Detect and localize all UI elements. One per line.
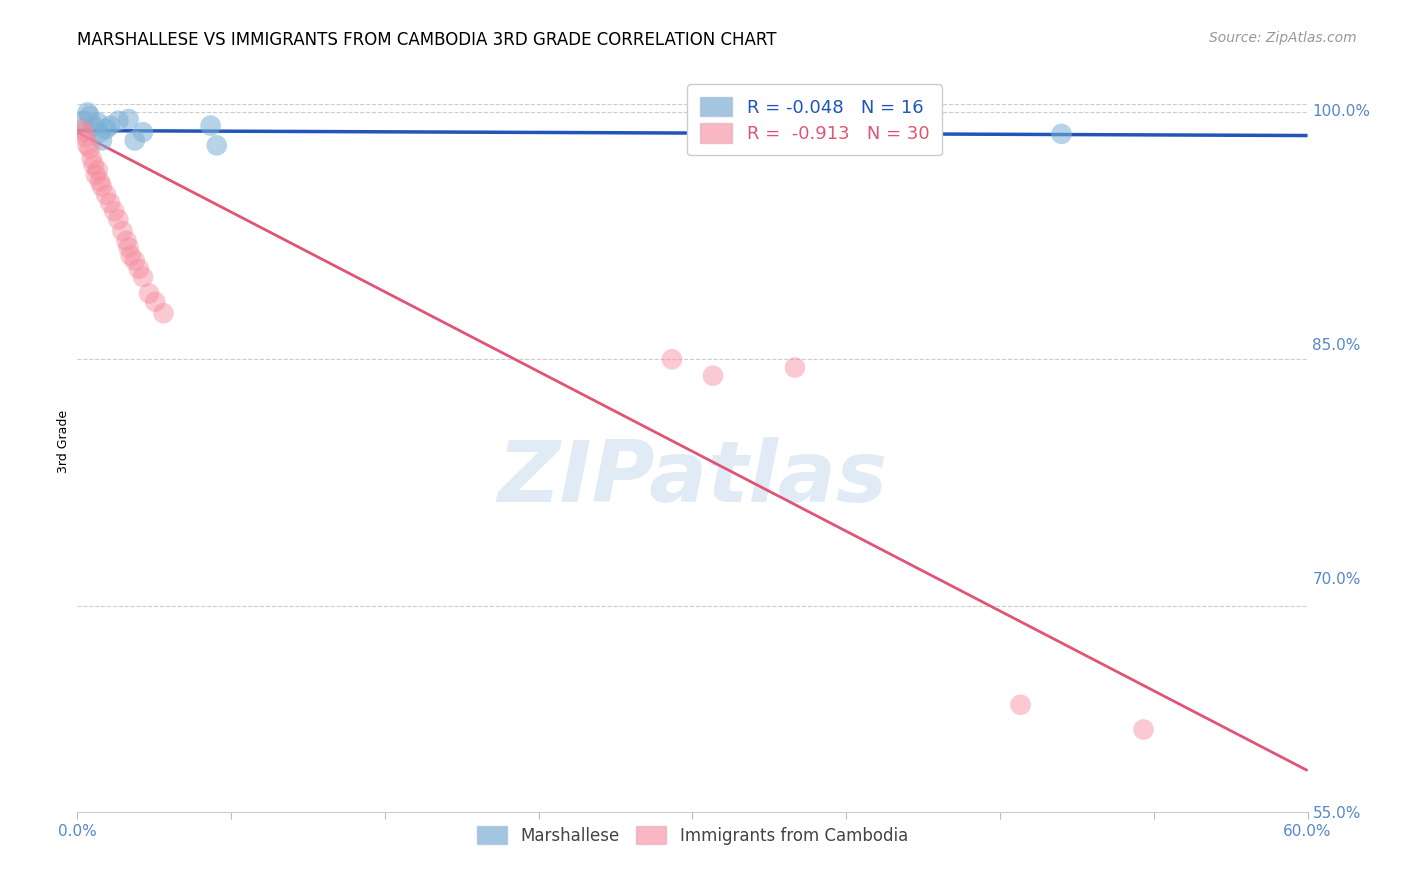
- Point: [94, 122, 117, 136]
- Point: [205, 138, 228, 153]
- Point: [84, 168, 107, 182]
- Y-axis label: 3rd Grade: 3rd Grade: [58, 410, 70, 473]
- Legend: Marshallese, Immigrants from Cambodia: Marshallese, Immigrants from Cambodia: [471, 820, 914, 852]
- Point: [115, 234, 138, 248]
- Point: [152, 306, 174, 320]
- Point: [143, 294, 166, 309]
- Point: [94, 187, 117, 202]
- Point: [89, 125, 111, 139]
- Point: [124, 253, 146, 268]
- Point: [80, 152, 103, 166]
- Point: [1010, 698, 1032, 712]
- Point: [83, 119, 105, 133]
- Point: [124, 133, 146, 147]
- Text: Source: ZipAtlas.com: Source: ZipAtlas.com: [1209, 31, 1357, 45]
- Text: MARSHALLESE VS IMMIGRANTS FROM CAMBODIA 3RD GRADE CORRELATION CHART: MARSHALLESE VS IMMIGRANTS FROM CAMBODIA …: [77, 31, 778, 49]
- Point: [117, 112, 139, 126]
- Point: [87, 115, 110, 129]
- Point: [83, 158, 105, 172]
- Point: [75, 130, 97, 145]
- Point: [783, 360, 806, 375]
- Point: [1050, 127, 1073, 141]
- Point: [98, 119, 121, 133]
- Point: [103, 204, 125, 219]
- Point: [79, 142, 101, 156]
- Point: [702, 368, 724, 383]
- Point: [76, 105, 98, 120]
- Point: [120, 249, 142, 263]
- Point: [79, 109, 101, 123]
- Point: [70, 122, 93, 136]
- Point: [72, 113, 94, 128]
- Point: [132, 270, 155, 285]
- Point: [111, 224, 134, 238]
- Point: [87, 163, 110, 178]
- Point: [132, 125, 155, 139]
- Point: [72, 125, 94, 139]
- Point: [76, 138, 98, 153]
- Point: [98, 196, 121, 211]
- Point: [661, 352, 683, 367]
- Point: [117, 240, 139, 254]
- Point: [90, 179, 114, 194]
- Point: [138, 286, 160, 301]
- Point: [1132, 723, 1154, 737]
- Point: [107, 212, 129, 227]
- Point: [107, 113, 129, 128]
- Point: [200, 119, 222, 133]
- Point: [90, 133, 114, 147]
- Point: [128, 261, 150, 276]
- Point: [89, 175, 111, 189]
- Text: ZIPatlas: ZIPatlas: [498, 437, 887, 520]
